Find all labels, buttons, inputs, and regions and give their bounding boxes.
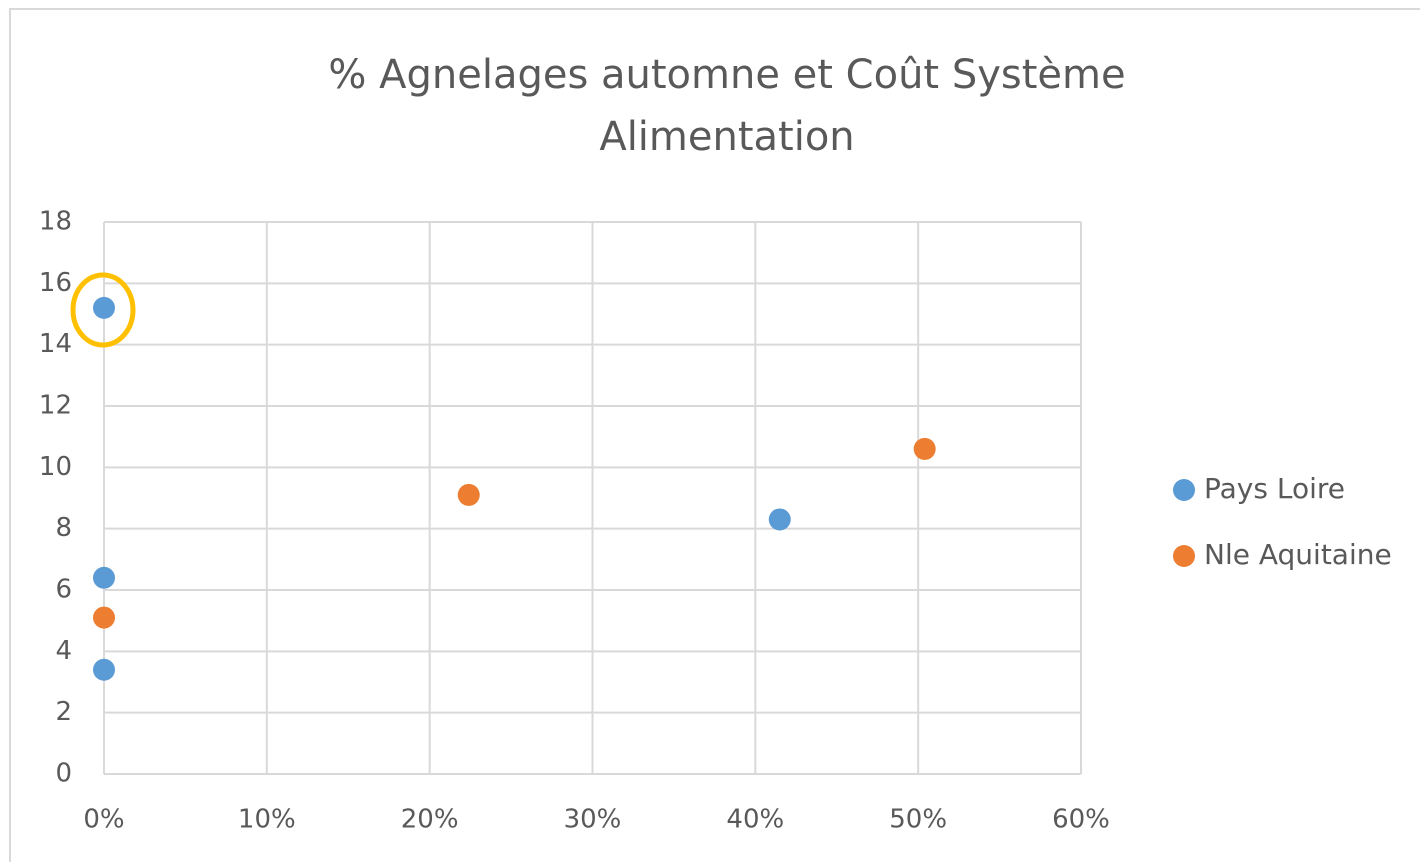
legend-marker [1173, 545, 1195, 567]
y-tick-label: 8 [55, 513, 72, 543]
chart-title: % Agnelages automne et Coût Système Alim… [328, 52, 1126, 160]
x-tick-label: 10% [238, 805, 296, 835]
y-tick-label: 2 [55, 697, 72, 727]
legend-label: Pays Loire [1204, 472, 1345, 505]
point [93, 606, 115, 629]
point [93, 296, 115, 319]
point [457, 483, 480, 506]
y-tick-label: 16 [39, 268, 72, 298]
y-tick-label: 12 [39, 391, 72, 421]
x-tick-label: 30% [564, 805, 622, 835]
legend-marker [1173, 479, 1195, 501]
marks [93, 296, 936, 681]
y-tick-label: 6 [55, 575, 72, 605]
x-tick-label: 0% [83, 805, 124, 835]
y-tick-label: 10 [39, 452, 72, 482]
point [913, 437, 936, 460]
x-tick-label: 20% [401, 805, 459, 835]
y-tick-label: 4 [55, 636, 72, 666]
legend-label: Nle Aquitaine [1204, 538, 1392, 571]
chart-frame [9, 8, 1420, 862]
y-tick-label: 18 [39, 207, 72, 237]
x-tick-label: 40% [726, 805, 784, 835]
y-tick-label: 14 [39, 329, 72, 359]
x-tick-label: 50% [889, 805, 947, 835]
grid [103, 221, 1082, 775]
point [93, 566, 115, 589]
highlight-circle [70, 272, 136, 348]
point [93, 658, 115, 681]
point [768, 508, 791, 531]
y-tick-label: 0 [55, 759, 72, 789]
x-tick-label: 60% [1052, 805, 1110, 835]
